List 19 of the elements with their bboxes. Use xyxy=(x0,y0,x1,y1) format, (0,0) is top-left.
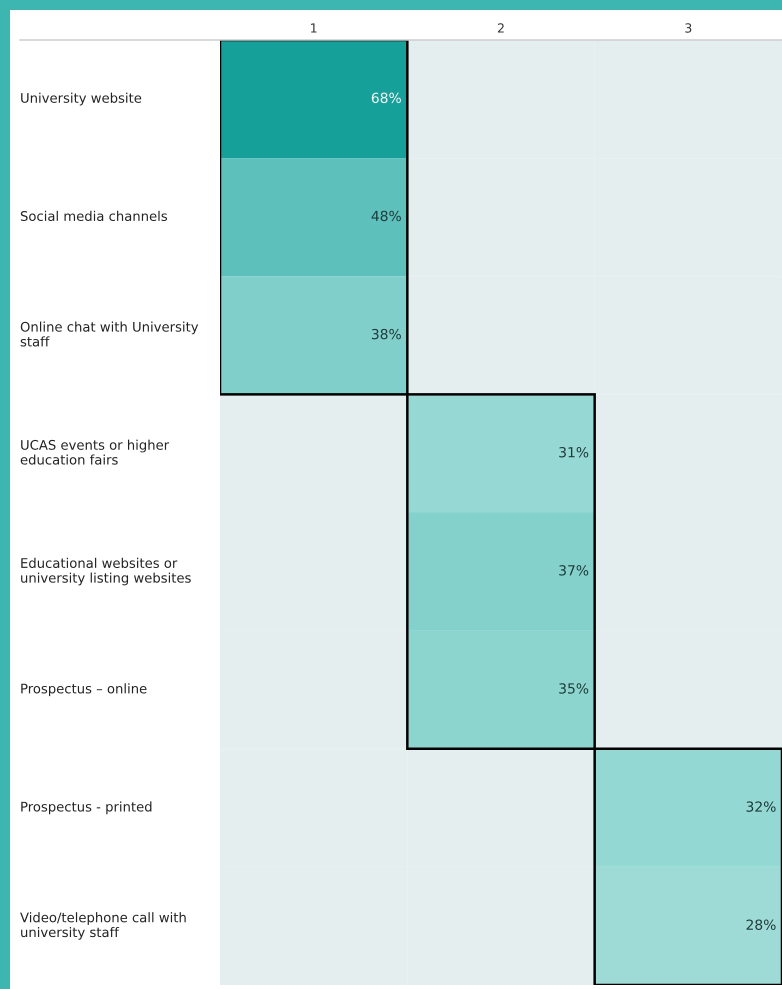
y-tick-label: Educational websites or university listing websites xyxy=(21,558,191,586)
data-label: 38% xyxy=(372,328,401,340)
data-label: 48% xyxy=(372,210,401,222)
data-label: 37% xyxy=(559,565,588,576)
y-tick-label: UCAS events or higher education fairs xyxy=(20,440,170,465)
data-label: 32% xyxy=(746,801,776,812)
y-tick-label: Prospectus – online xyxy=(21,683,146,696)
x-tick-label: 3 xyxy=(685,23,692,33)
x-tick-label: 1 xyxy=(311,23,316,33)
y-tick-label: Online chat with University staff xyxy=(20,322,198,347)
y-tick-label: Prospectus - printed xyxy=(21,801,152,814)
data-label: 31% xyxy=(559,446,588,458)
y-tick-label: Video/telephone call with university staff xyxy=(20,912,186,940)
y-tick-label: University website xyxy=(21,92,142,106)
data-label: 68% xyxy=(372,92,401,104)
data-label: 35% xyxy=(559,683,588,694)
data-label: 28% xyxy=(746,919,776,930)
x-tick-label: 2 xyxy=(498,23,504,33)
y-tick-label: Social media channels xyxy=(20,210,168,222)
